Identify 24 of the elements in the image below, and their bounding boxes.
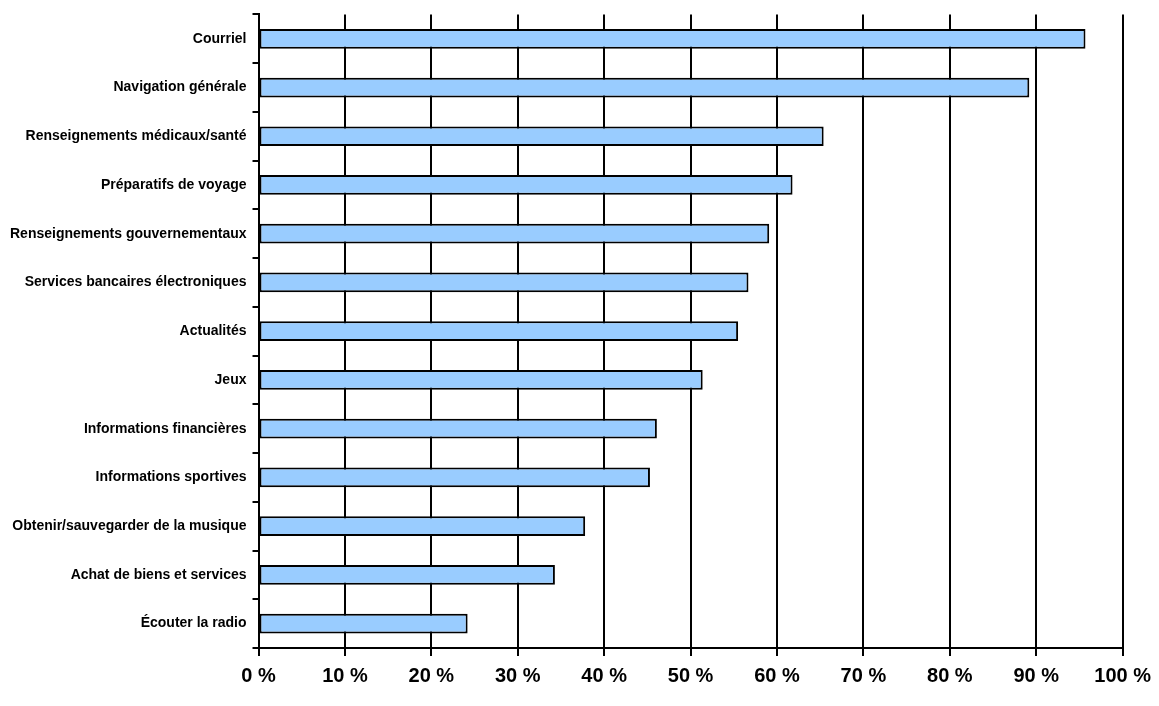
y-tick-label: Achat de biens et services — [70, 565, 247, 582]
x-tick-label: 80 % — [927, 663, 973, 686]
y-tick-label: Courriel — [192, 29, 247, 46]
y-tick-label: Renseignements médicaux/santé — [25, 127, 247, 144]
y-tick-label: Actualités — [179, 322, 247, 339]
y-tick-label: Renseignements gouvernementaux — [9, 224, 247, 241]
x-tick-label: 40 % — [581, 663, 628, 686]
x-tick-label: 100 % — [1094, 663, 1152, 686]
x-tick-label: 10 % — [322, 663, 368, 686]
x-tick-label: 60 % — [754, 663, 800, 686]
y-tick-label: Informations financières — [83, 419, 247, 436]
x-tick-label: 50 % — [667, 663, 714, 686]
y-tick-label: Services bancaires électroniques — [24, 273, 247, 290]
y-tick-label: Préparatifs de voyage — [100, 175, 247, 192]
y-tick-label: Informations sportives — [95, 468, 247, 485]
x-tick-label: 0 % — [241, 663, 276, 686]
x-tick-label: 20 % — [408, 663, 455, 686]
y-tick-label: Écouter la radio — [140, 614, 247, 631]
x-tick-label: 30 % — [494, 663, 541, 686]
y-tick-label: Obtenir/sauvegarder de la musique — [12, 517, 247, 534]
x-tick-label: 70 % — [840, 663, 887, 686]
y-tick-label: Jeux — [214, 370, 247, 387]
x-tick-label: 90 % — [1013, 663, 1060, 686]
y-tick-label: Navigation générale — [113, 78, 247, 95]
